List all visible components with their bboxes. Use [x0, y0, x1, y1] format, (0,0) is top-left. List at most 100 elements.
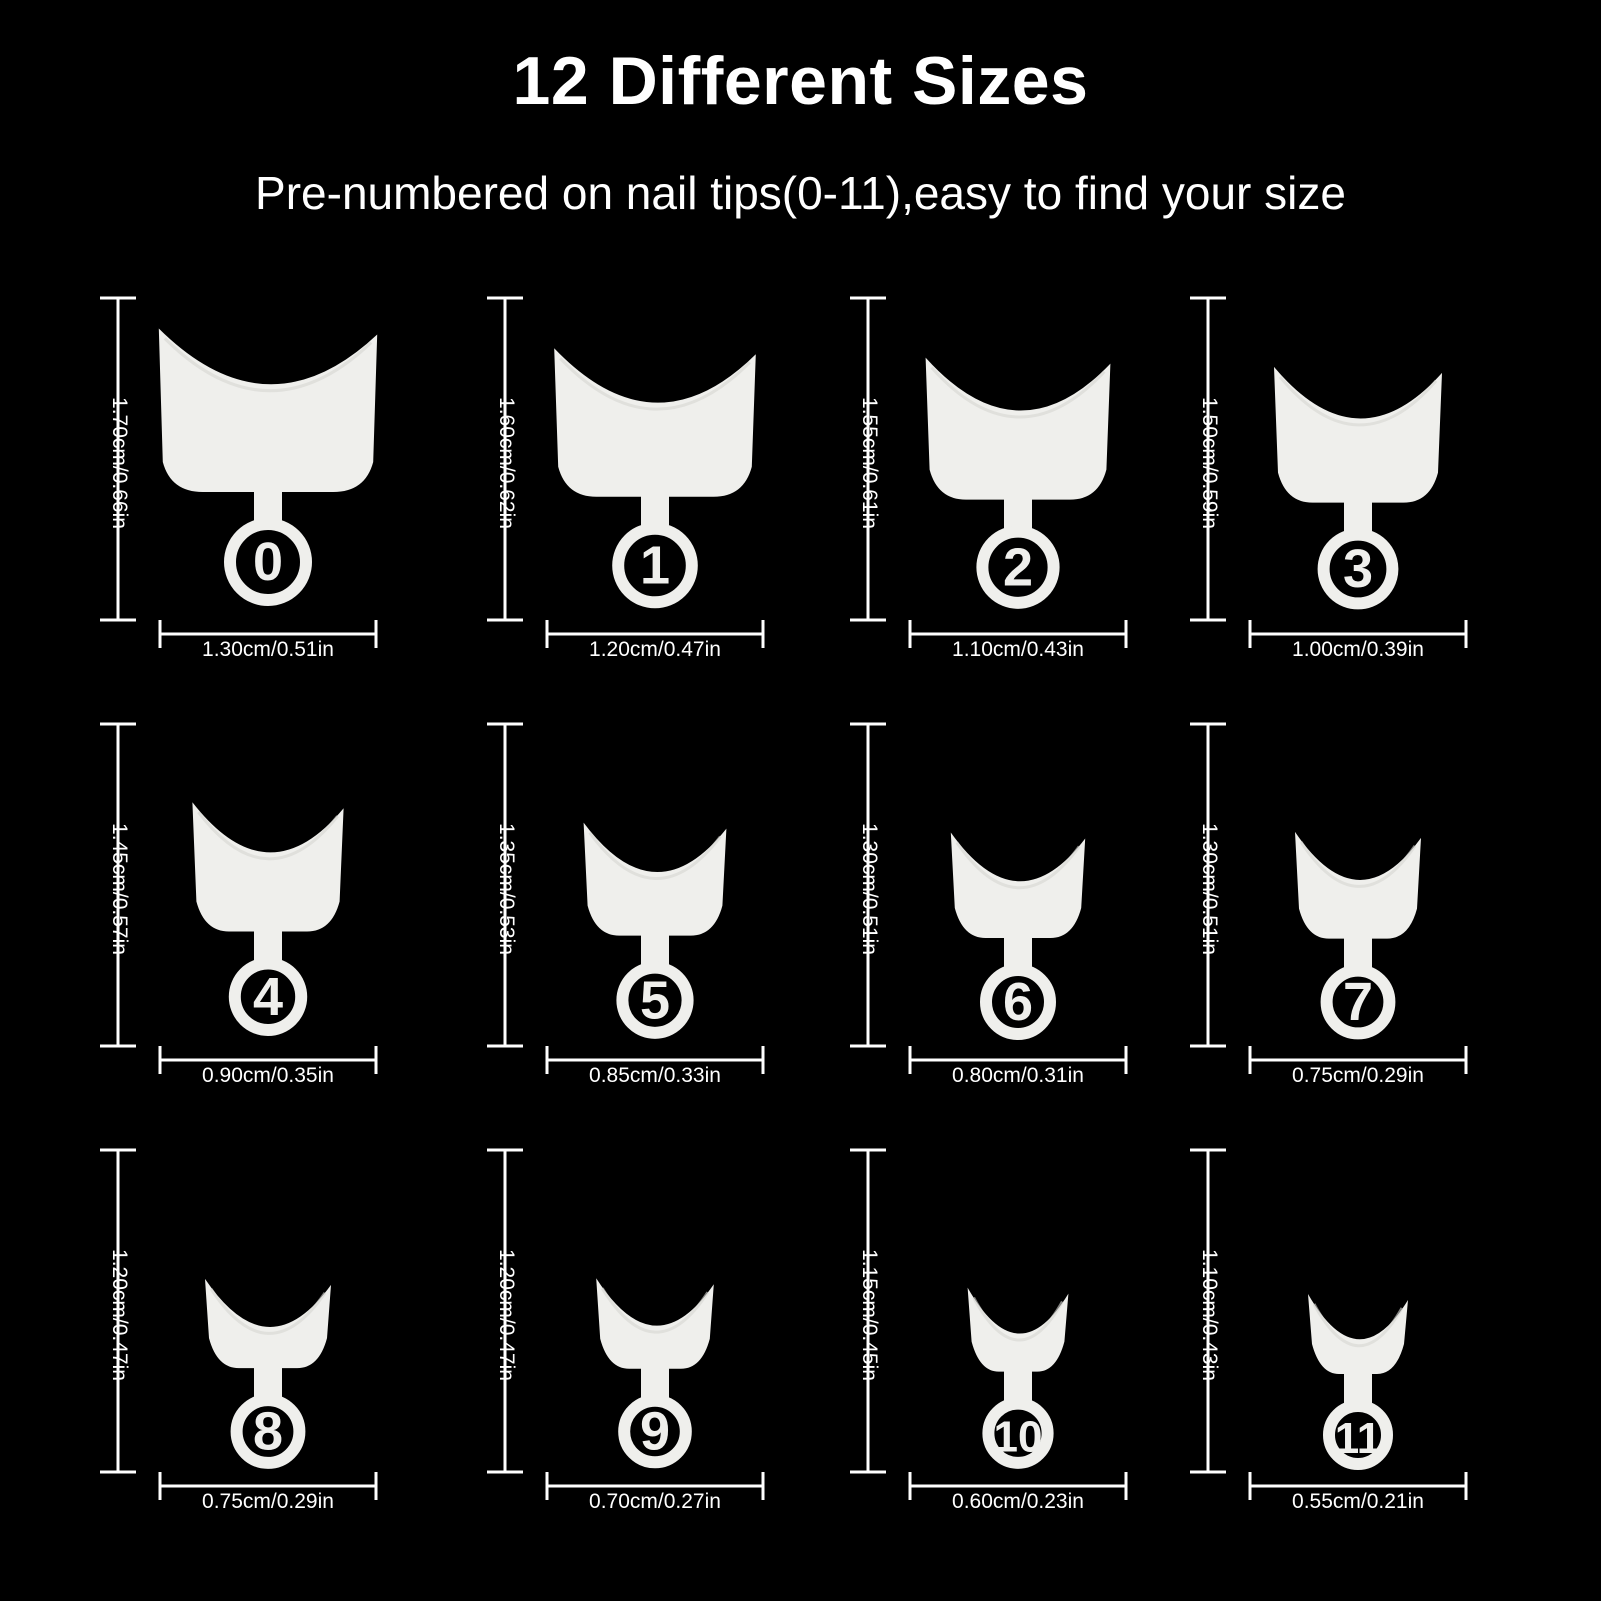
- height-label: 1.60cm/0.62in: [495, 397, 518, 529]
- nail-tip-body: [1274, 366, 1442, 503]
- nail-tip-body: [205, 1278, 331, 1369]
- size-number: 4: [253, 967, 283, 1027]
- height-label: 1.35cm/0.53in: [495, 823, 518, 955]
- nail-tip-stem: [1344, 934, 1372, 971]
- nail-tip-size-4: 4 1.45cm/0.57in 0.90cm/0.35in: [100, 722, 490, 1122]
- width-label: 0.55cm/0.21in: [1292, 1490, 1424, 1513]
- nail-tip-rim: [209, 1288, 327, 1335]
- width-ruler: [545, 620, 765, 648]
- nail-tip-drawing: 4: [100, 722, 378, 1074]
- number-ring: [1317, 528, 1399, 610]
- nail-tip-drawing: 9: [487, 1148, 765, 1500]
- width-label: 1.10cm/0.43in: [952, 638, 1084, 661]
- nail-tip-drawing: 3: [1190, 296, 1468, 648]
- height-label: 1.70cm/0.66in: [108, 397, 131, 529]
- nail-tip-size-7: 7 1.30cm/0.51in 0.75cm/0.29in: [1190, 722, 1580, 1122]
- height-label: 1.20cm/0.47in: [108, 1249, 131, 1381]
- width-label: 0.75cm/0.29in: [202, 1490, 334, 1513]
- height-label: 1.50cm/0.59in: [1198, 397, 1221, 529]
- nail-tip-rim: [955, 841, 1081, 890]
- height-ruler: [100, 296, 136, 622]
- size-number: 2: [1003, 537, 1033, 597]
- number-ring: [612, 522, 698, 609]
- nail-tip-size-10: 10 1.15cm/0.45in 0.60cm/0.23in: [850, 1148, 1240, 1548]
- nail-tip-size-5: 5 1.35cm/0.53in 0.85cm/0.33in: [487, 722, 877, 1122]
- nail-tip-stem: [254, 1364, 282, 1401]
- size-number: 3: [1343, 539, 1373, 599]
- width-label: 0.60cm/0.23in: [952, 1490, 1084, 1513]
- height-label: 1.30cm/0.51in: [858, 823, 881, 955]
- nail-tip-body: [554, 348, 756, 497]
- nail-tip-drawing: 5: [487, 722, 765, 1074]
- nail-tip-rim: [197, 811, 339, 861]
- size-number: 8: [253, 1402, 283, 1462]
- width-label: 1.00cm/0.39in: [1292, 638, 1424, 661]
- nail-tip-stem: [1344, 498, 1372, 535]
- nail-tip-body: [596, 1278, 714, 1369]
- width-ruler: [158, 1046, 378, 1074]
- nail-tip-drawing: 2: [850, 296, 1128, 648]
- height-ruler: [487, 722, 523, 1048]
- number-ring: [980, 964, 1056, 1040]
- nail-tip-body: [1308, 1294, 1408, 1374]
- nail-tip-size-2: 2 1.55cm/0.61in 1.10cm/0.43in: [850, 296, 1240, 696]
- nail-tip-drawing: 8: [100, 1148, 378, 1500]
- width-label: 0.85cm/0.33in: [589, 1064, 721, 1087]
- height-label: 1.20cm/0.47in: [495, 1249, 518, 1381]
- nail-tip-size-9: 9 1.20cm/0.47in 0.70cm/0.27in: [487, 1148, 877, 1548]
- nail-tip-body: [192, 802, 344, 932]
- number-ring: [1320, 964, 1396, 1040]
- number-ring: [224, 518, 312, 606]
- width-ruler: [1248, 1046, 1468, 1074]
- nail-tip-drawing: 6: [850, 722, 1128, 1074]
- nail-tip-size-11: 11 1.10cm/0.43in 0.55cm/0.21in: [1190, 1148, 1580, 1548]
- nail-tip-rim: [930, 366, 1106, 419]
- height-label: 1.55cm/0.61in: [858, 397, 881, 529]
- height-ruler: [487, 296, 523, 622]
- page-subtitle: Pre-numbered on nail tips(0-11),easy to …: [255, 167, 1346, 219]
- number-ring: [1323, 1400, 1393, 1470]
- height-ruler: [100, 722, 136, 1048]
- height-ruler: [1190, 722, 1226, 1048]
- nail-tip-size-0: 0 1.70cm/0.66in 1.30cm/0.51in: [100, 296, 490, 696]
- size-number: 7: [1343, 972, 1373, 1032]
- nail-tip-rim: [163, 337, 373, 393]
- width-label: 1.30cm/0.51in: [202, 638, 334, 661]
- size-number: 6: [1003, 972, 1033, 1032]
- width-label: 0.75cm/0.29in: [1292, 1064, 1424, 1087]
- nail-tip-body: [925, 357, 1111, 500]
- size-number: 1: [640, 536, 670, 596]
- nail-tip-drawing: 11: [1190, 1148, 1468, 1500]
- size-number: 0: [253, 532, 283, 592]
- page-title: 12 Different Sizes: [512, 43, 1089, 119]
- number-ring: [976, 525, 1060, 609]
- height-ruler: [850, 296, 886, 622]
- size-number: 11: [1335, 1414, 1382, 1463]
- nail-tip-drawing: 0: [100, 296, 378, 648]
- width-ruler: [908, 1046, 1128, 1074]
- nail-tip-stem: [254, 927, 282, 964]
- height-ruler: [850, 1148, 886, 1474]
- number-ring: [618, 1394, 692, 1469]
- nail-tip-rim: [588, 831, 722, 880]
- nail-tip-body: [967, 1287, 1069, 1372]
- nail-tip-size-1: 1 1.60cm/0.62in 1.20cm/0.47in: [487, 296, 877, 696]
- nail-tip-rim: [972, 1296, 1064, 1342]
- height-ruler: [100, 1148, 136, 1474]
- height-label: 1.15cm/0.45in: [858, 1249, 881, 1381]
- nail-tip-drawing: 10: [850, 1148, 1128, 1500]
- nail-tip-stem: [641, 1364, 669, 1401]
- width-label: 0.90cm/0.35in: [202, 1064, 334, 1087]
- nail-tip-rim: [600, 1287, 710, 1334]
- number-ring: [616, 961, 694, 1039]
- nail-tip-drawing: 1: [487, 296, 765, 648]
- number-ring: [228, 957, 308, 1036]
- height-ruler: [1190, 1148, 1226, 1474]
- width-label: 0.80cm/0.31in: [952, 1064, 1084, 1087]
- nail-tip-rim: [1299, 841, 1417, 888]
- width-ruler: [158, 1472, 378, 1500]
- number-ring: [982, 1397, 1054, 1469]
- height-ruler: [1190, 296, 1226, 622]
- size-number: 10: [994, 1412, 1043, 1461]
- size-number: 5: [640, 970, 670, 1030]
